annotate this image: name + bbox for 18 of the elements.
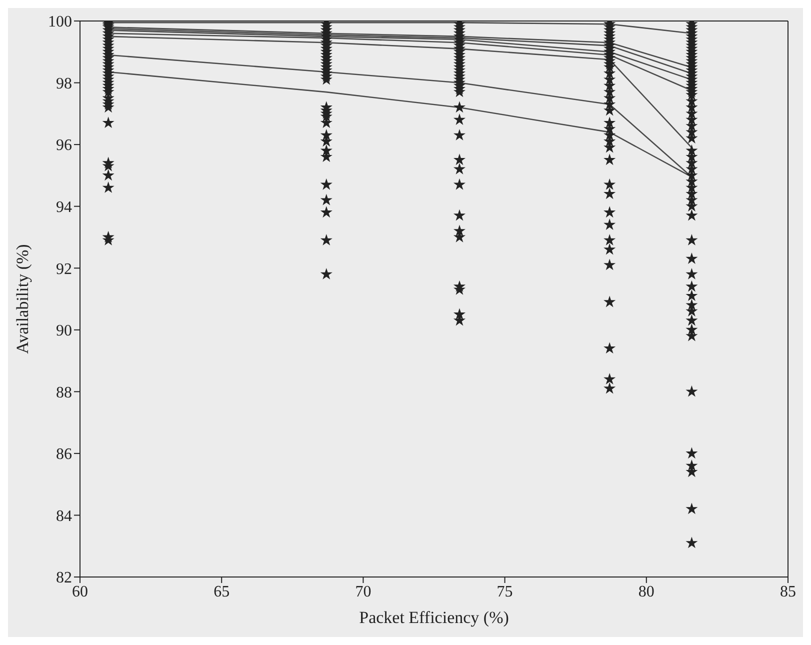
x-tick-label: 80	[638, 583, 654, 600]
y-tick-label: 96	[56, 137, 72, 154]
x-axis-title: Packet Efficiency (%)	[359, 608, 509, 627]
x-tick-label: 75	[496, 583, 513, 600]
x-tick-label: 65	[214, 583, 230, 600]
x-tick-label: 60	[72, 583, 88, 600]
y-tick-label: 98	[56, 75, 72, 92]
y-tick-label: 100	[48, 14, 72, 31]
y-tick-label: 82	[56, 570, 72, 587]
y-tick-label: 88	[56, 384, 72, 402]
y-axis-title: Availability (%)	[13, 244, 32, 354]
x-tick-label: 85	[780, 583, 796, 600]
y-tick-label: 94	[56, 199, 72, 216]
y-tick-label: 90	[56, 322, 72, 340]
y-tick-label: 92	[56, 260, 72, 278]
y-tick-label: 84	[56, 508, 72, 525]
x-tick-label: 70	[355, 583, 372, 600]
y-tick-label: 86	[56, 446, 72, 464]
